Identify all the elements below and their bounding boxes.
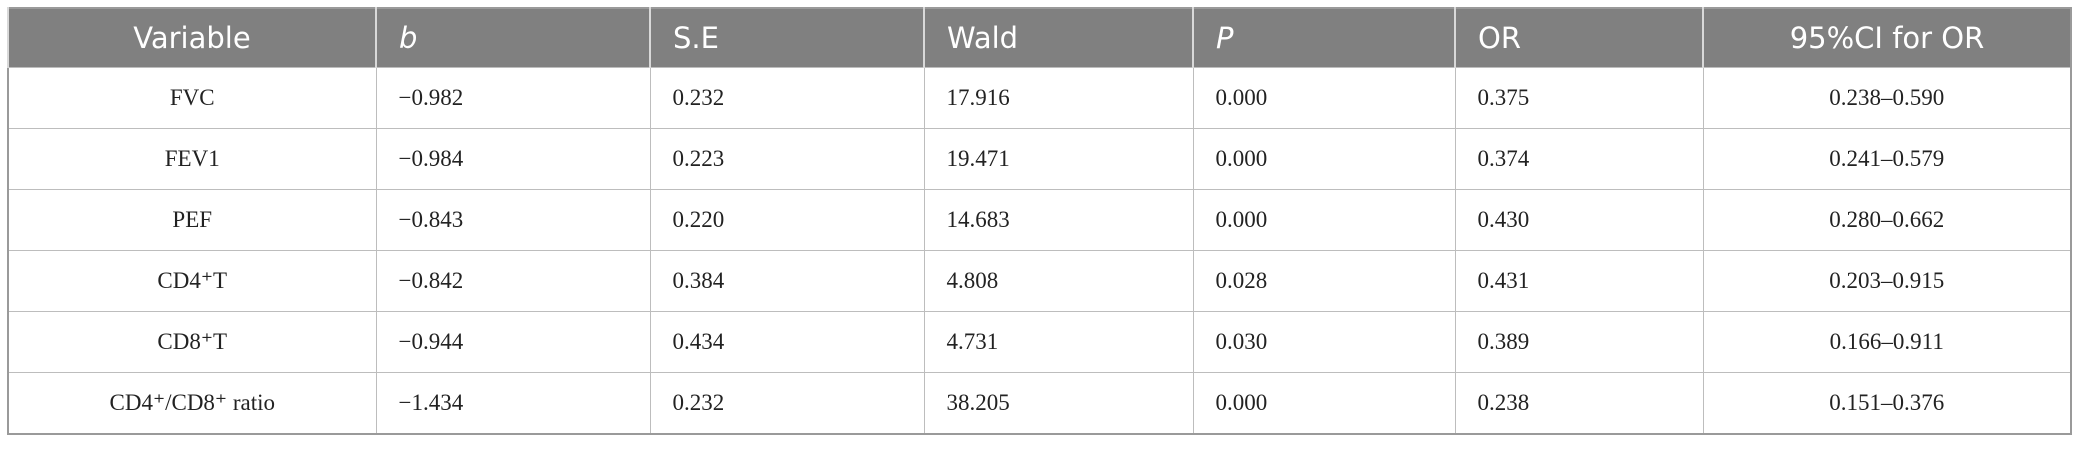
table-container: Variable b S.E Wald P OR 95%CI for OR FVC −0.98… [7,7,2072,435]
table-cell: CD4⁺T [7,250,377,312]
table-cell: 38.205 [923,372,1194,435]
header-row: Variable b S.E Wald P OR 95%CI for OR [7,8,2071,68]
table-cell: 0.241–0.579 [1702,128,2072,190]
table-row: CD4⁺T −0.842 0.384 4.808 0.028 0.431 0.203–0.9… [7,250,2072,312]
table-cell: −0.982 [375,67,651,129]
table-cell: −1.434 [375,372,651,435]
header-cell: Variable [7,8,376,68]
table-cell: CD8⁺T [7,311,377,373]
header-cell: b [375,8,650,68]
header-cell: P [1192,8,1455,68]
table-row: FVC −0.982 0.232 17.916 0.000 0.375 0.238–0.59… [7,67,2072,129]
results-table: Variable b S.E Wald P OR 95%CI for OR FVC −0.98… [7,7,2072,435]
table-cell: −0.944 [375,311,651,373]
table-cell: 19.471 [923,128,1194,190]
table-cell: 0.434 [649,311,925,373]
table-cell: 0.430 [1454,189,1704,251]
table-cell: FVC [7,67,377,129]
table-cell: 0.280–0.662 [1702,189,2072,251]
table-cell: 0.232 [649,67,925,129]
table-cell: 0.374 [1454,128,1704,190]
header-cell: 95%CI for OR [1702,8,2071,68]
table-cell: 0.384 [649,250,925,312]
table-cell: 0.431 [1454,250,1704,312]
table-cell: 0.000 [1192,189,1456,251]
table-cell: 0.000 [1192,67,1456,129]
table-cell: 0.238 [1454,372,1704,435]
table-cell: PEF [7,189,377,251]
header-cell: S.E [649,8,924,68]
table-row: FEV1 −0.984 0.223 19.471 0.000 0.374 0.241–0.5… [7,128,2072,190]
table-row: PEF −0.843 0.220 14.683 0.000 0.430 0.280–0.66… [7,189,2072,251]
table-cell: 0.232 [649,372,925,435]
table-cell: 0.238–0.590 [1702,67,2072,129]
table-cell: 4.731 [923,311,1194,373]
table-cell: 0.203–0.915 [1702,250,2072,312]
table-cell: 0.223 [649,128,925,190]
table-cell: 0.389 [1454,311,1704,373]
table-cell: 0.166–0.911 [1702,311,2072,373]
table-cell: 0.030 [1192,311,1456,373]
table-cell: 0.000 [1192,372,1456,435]
header-cell: Wald [923,8,1193,68]
table-cell: CD4⁺/CD8⁺ ratio [7,372,377,435]
table-cell: 0.000 [1192,128,1456,190]
table-cell: −0.843 [375,189,651,251]
table-row: CD8⁺T −0.944 0.434 4.731 0.030 0.389 0.166–0.9… [7,311,2072,373]
header-cell: OR [1454,8,1703,68]
table-cell: FEV1 [7,128,377,190]
table-cell: 0.151–0.376 [1702,372,2072,435]
table-cell: −0.984 [375,128,651,190]
table-row: CD4⁺/CD8⁺ ratio −1.434 0.232 38.205 0.000 0.2… [7,372,2072,435]
table-cell: 0.375 [1454,67,1704,129]
table-body: FVC −0.982 0.232 17.916 0.000 0.375 0.238–0.59… [7,67,2072,435]
table-cell: 17.916 [923,67,1194,129]
table-cell: 0.220 [649,189,925,251]
table-cell: 4.808 [923,250,1194,312]
table-cell: 0.028 [1192,250,1456,312]
table-cell: −0.842 [375,250,651,312]
table-cell: 14.683 [923,189,1194,251]
